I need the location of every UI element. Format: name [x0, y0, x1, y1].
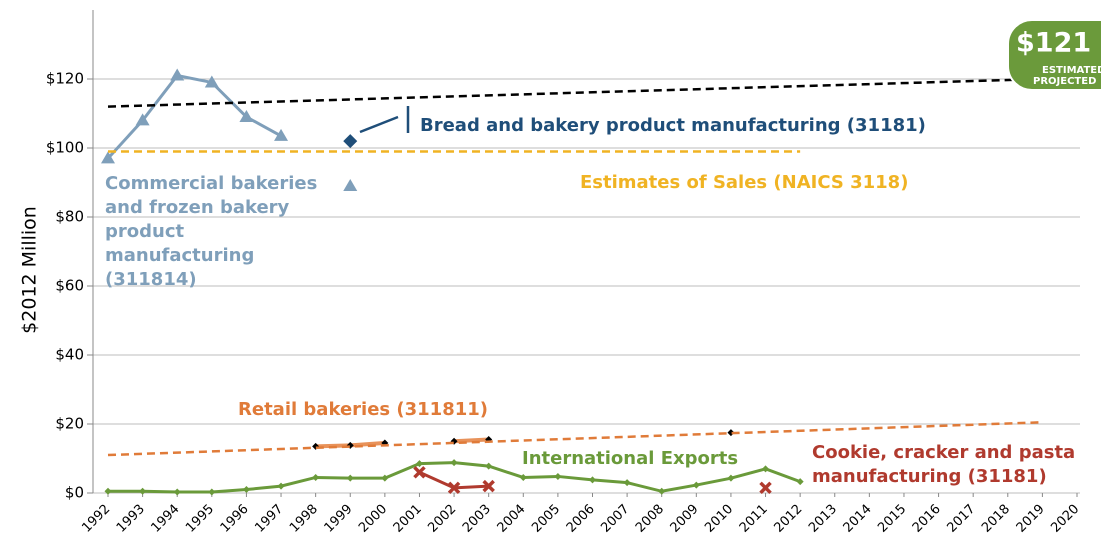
series-label: Retail bakeries (311811): [238, 399, 488, 420]
marker: [796, 478, 804, 486]
x-tick-label: 2002: [425, 502, 459, 536]
marker: [173, 488, 181, 496]
y-tick-label: $20: [55, 415, 84, 433]
x-tick-label: 2000: [356, 502, 390, 536]
badge-value: $121: [1016, 28, 1091, 59]
x-tick-label: 2009: [668, 502, 702, 536]
x-tick-label: 1998: [287, 502, 321, 536]
marker: [450, 459, 458, 467]
x-tick-label: 2006: [564, 502, 598, 536]
marker: [482, 479, 495, 493]
x-tick-label: 1994: [149, 502, 183, 536]
marker: [381, 474, 389, 482]
x-tick-label: 1999: [322, 502, 356, 536]
x-tick-label: 1993: [114, 502, 148, 536]
x-tick-label: 2004: [495, 502, 529, 536]
x-tick-label: 1992: [79, 502, 113, 536]
x-tick-label: 2020: [1048, 502, 1082, 536]
y-axis-label: $2012 Million: [19, 206, 41, 334]
marker: [658, 487, 666, 495]
y-tick-label: $40: [55, 346, 84, 364]
marker: [170, 68, 185, 81]
marker: [447, 481, 461, 495]
marker: [242, 486, 250, 494]
x-tick-label: 2013: [806, 502, 840, 536]
x-tick-label: 2015: [875, 502, 909, 536]
series-label: Commercial bakeries and frozen bakery pr…: [105, 173, 318, 290]
marker: [727, 474, 735, 482]
marker: [589, 476, 596, 484]
x-tick-label: 2016: [910, 502, 944, 536]
marker: [519, 473, 527, 481]
marker: [312, 473, 320, 481]
series-line: [108, 76, 350, 186]
y-tick-label: $120: [46, 70, 84, 88]
marker: [623, 479, 631, 487]
series-label: Estimates of Sales (NAICS 3118): [580, 172, 909, 193]
y-tick-label: $80: [55, 208, 84, 226]
x-tick-label: 2007: [598, 502, 632, 536]
x-tick-label: 1995: [183, 502, 217, 536]
marker: [204, 75, 219, 88]
marker: [415, 460, 423, 468]
x-tick-label: 2012: [771, 502, 805, 536]
marker: [485, 462, 493, 470]
y-tick-label: $60: [55, 277, 84, 295]
x-tick-label: 2001: [391, 502, 425, 536]
x-tick-label: 2010: [702, 502, 736, 536]
marker: [104, 487, 112, 495]
series-label: Cookie, cracker and pasta manufacturing …: [812, 442, 1076, 487]
marker: [135, 113, 150, 126]
marker: [413, 466, 426, 479]
marker: [346, 474, 354, 482]
marker: [762, 465, 770, 473]
marker: [277, 482, 285, 490]
x-tick-label: 2017: [944, 502, 978, 536]
series-line: [107, 77, 1043, 108]
x-tick-label: 2018: [979, 502, 1013, 536]
connector: [359, 106, 410, 134]
badge-note: PROJECTED: [1033, 76, 1096, 87]
x-tick-label: 2019: [1014, 502, 1048, 536]
marker: [239, 109, 254, 122]
badge-note: ESTIMATED: [1042, 65, 1101, 76]
x-tick-label: 1997: [252, 502, 286, 536]
marker: [692, 481, 700, 489]
marker: [274, 128, 289, 141]
marker: [139, 487, 147, 495]
series-label: Bread and bakery product manufacturing (…: [420, 115, 926, 136]
x-tick-label: 2003: [460, 502, 494, 536]
marker: [759, 481, 772, 495]
series-label: International Exports: [522, 448, 739, 469]
x-tick-label: 2011: [737, 502, 771, 536]
marker: [101, 151, 115, 164]
x-tick-label: 2005: [529, 502, 563, 536]
x-tick-label: 2014: [841, 502, 875, 536]
marker: [343, 178, 358, 191]
marker: [343, 134, 358, 149]
x-tick-label: 2008: [633, 502, 667, 536]
y-tick-label: $0: [65, 484, 84, 502]
marker: [208, 488, 216, 496]
y-tick-label: $100: [46, 139, 84, 157]
marker: [554, 472, 562, 480]
badge: [1007, 19, 1101, 91]
x-tick-label: 1996: [218, 502, 252, 536]
